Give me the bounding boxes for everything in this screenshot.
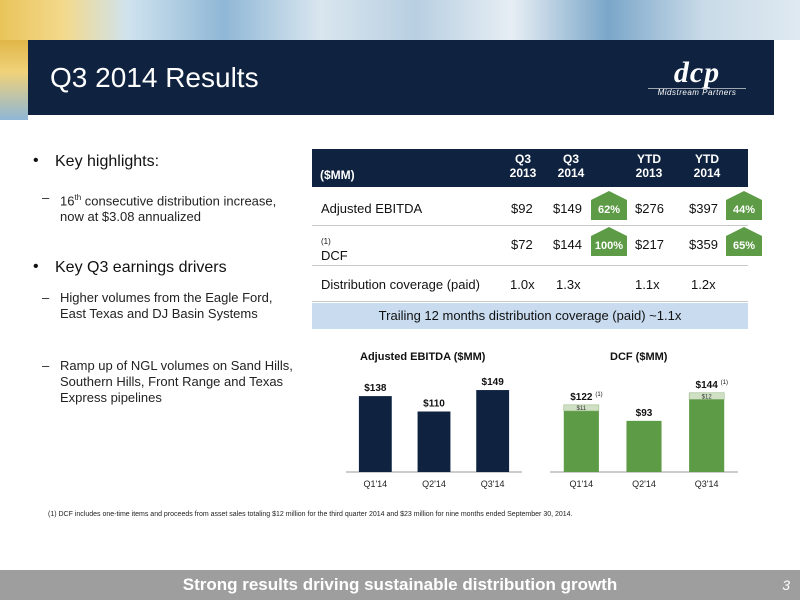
logo-underline: [648, 88, 746, 89]
bullet-text: Key Q3 earnings drivers: [55, 259, 227, 276]
x-tick-label: Q2'14: [422, 479, 446, 489]
x-tick-label: Q1'14: [569, 479, 593, 489]
table-unit: ($MM): [320, 168, 355, 182]
logo-subtitle: Midstream Partners: [657, 88, 737, 97]
bar: [689, 392, 725, 472]
x-tick-label: Q3'14: [481, 479, 505, 489]
dcp-logo: dcp Midstream Partners: [642, 58, 752, 100]
sub-bullet-num: 16: [60, 193, 75, 209]
left-photo-band: [0, 40, 28, 120]
x-tick-label: Q2'14: [632, 479, 656, 489]
growth-arrow-badge: 100%: [591, 227, 627, 256]
page-number: 3: [782, 577, 790, 593]
sub-bullet-dash: –: [42, 358, 50, 373]
trailing-coverage-note: Trailing 12 months distribution coverage…: [312, 303, 748, 329]
bar: [476, 390, 510, 472]
sub-bullet-sup: th: [74, 193, 82, 202]
bullet-dot: •: [33, 152, 39, 169]
bar-value-label: $138: [364, 383, 387, 394]
cell-ytd-2013: 1.1x: [635, 277, 660, 292]
x-tick-label: Q1'14: [363, 479, 387, 489]
cell-q3-2013: 1.0x: [510, 277, 535, 292]
sub-bullet-ngl: – Ramp up of NGL volumes on Sand Hills, …: [42, 358, 300, 406]
sub-bullet-dash: –: [42, 290, 50, 305]
row-label: Adjusted EBITDA: [321, 201, 423, 216]
bar-label-footnote: (1): [721, 380, 728, 386]
slide-title: Q3 2014 Results: [50, 62, 259, 93]
table-header: ($MM) Q3 2013 Q3 2014 YTD 2013 YTD 2014: [312, 149, 748, 187]
cell-q3-2014: $149: [553, 201, 582, 216]
table-row-coverage: Distribution coverage (paid) 1.0x 1.3x 1…: [312, 266, 748, 302]
cell-q3-2013: $92: [511, 201, 533, 216]
col-header-q3-2013: Q3 2013: [509, 152, 537, 180]
col-header-ytd-2014: YTD 2014: [693, 152, 721, 180]
sub-bullet-text: Ramp up of NGL volumes on Sand Hills, So…: [60, 358, 293, 405]
bullet-dot: •: [33, 258, 39, 275]
bar-value-label: $122: [570, 392, 593, 403]
footer-tagline: Strong results driving sustainable distr…: [182, 575, 618, 594]
cell-ytd-2014: $359: [689, 237, 718, 252]
table-row-adjusted-ebitda: Adjusted EBITDA $92 $149 $276 $397: [312, 190, 748, 226]
bar-value-label: $144: [696, 380, 719, 391]
bar-value-label: $93: [636, 408, 653, 419]
one-time-label: $11: [577, 406, 587, 412]
footnote: (1) DCF includes one-time items and proc…: [48, 511, 573, 518]
sub-bullet-distribution: – 16th consecutive distribution increase…: [42, 190, 300, 225]
cell-ytd-2014: $397: [689, 201, 718, 216]
bar-value-label: $149: [482, 377, 505, 388]
x-tick-label: Q3'14: [695, 479, 719, 489]
growth-arrow-badge: 65%: [726, 227, 762, 256]
sub-bullet-text: Higher volumes from the Eagle Ford, East…: [60, 290, 273, 321]
chart-title-dcf: DCF ($MM): [610, 351, 668, 363]
one-time-segment: [688, 392, 725, 400]
logo-wordmark: dcp: [673, 56, 721, 89]
cell-q3-2013: $72: [511, 237, 533, 252]
cell-ytd-2013: $276: [635, 201, 664, 216]
growth-arrow-badge: 44%: [726, 191, 762, 220]
bar: [358, 396, 392, 472]
row-label: Distribution coverage (paid): [321, 277, 480, 292]
sub-bullet-dash: –: [42, 190, 50, 205]
one-time-label: $12: [702, 394, 713, 400]
col-header-q3-2014: Q3 2014: [557, 152, 585, 180]
bar-value-label: $110: [423, 399, 445, 410]
bullet-text: Key highlights:: [55, 153, 160, 170]
cell-q3-2014: $144: [553, 237, 582, 252]
cell-ytd-2014: 1.2x: [691, 277, 716, 292]
bar: [417, 411, 451, 472]
header-photo-band: [0, 0, 800, 40]
one-time-segment: [563, 404, 600, 412]
sub-bullet-volumes: – Higher volumes from the Eagle Ford, Ea…: [42, 290, 300, 322]
bar-label-footnote: (1): [595, 392, 602, 398]
title-bar: Q3 2014 Results dcp Midstream Partners: [28, 40, 774, 115]
row-label: DCF (1): [321, 237, 348, 263]
footer-bar: Strong results driving sustainable distr…: [0, 570, 800, 600]
growth-arrow-badge: 62%: [591, 191, 627, 220]
cell-q3-2014: 1.3x: [556, 277, 581, 292]
chart-title-ebitda: Adjusted EBITDA ($MM): [360, 351, 486, 363]
bar: [626, 420, 662, 472]
bar: [563, 404, 599, 472]
cell-ytd-2013: $217: [635, 237, 664, 252]
sub-bullet-text: consecutive distribution increase, now a…: [60, 193, 277, 225]
col-header-ytd-2013: YTD 2013: [635, 152, 663, 180]
table-row-dcf: DCF (1) $72 $144 $217 $359: [312, 226, 748, 266]
